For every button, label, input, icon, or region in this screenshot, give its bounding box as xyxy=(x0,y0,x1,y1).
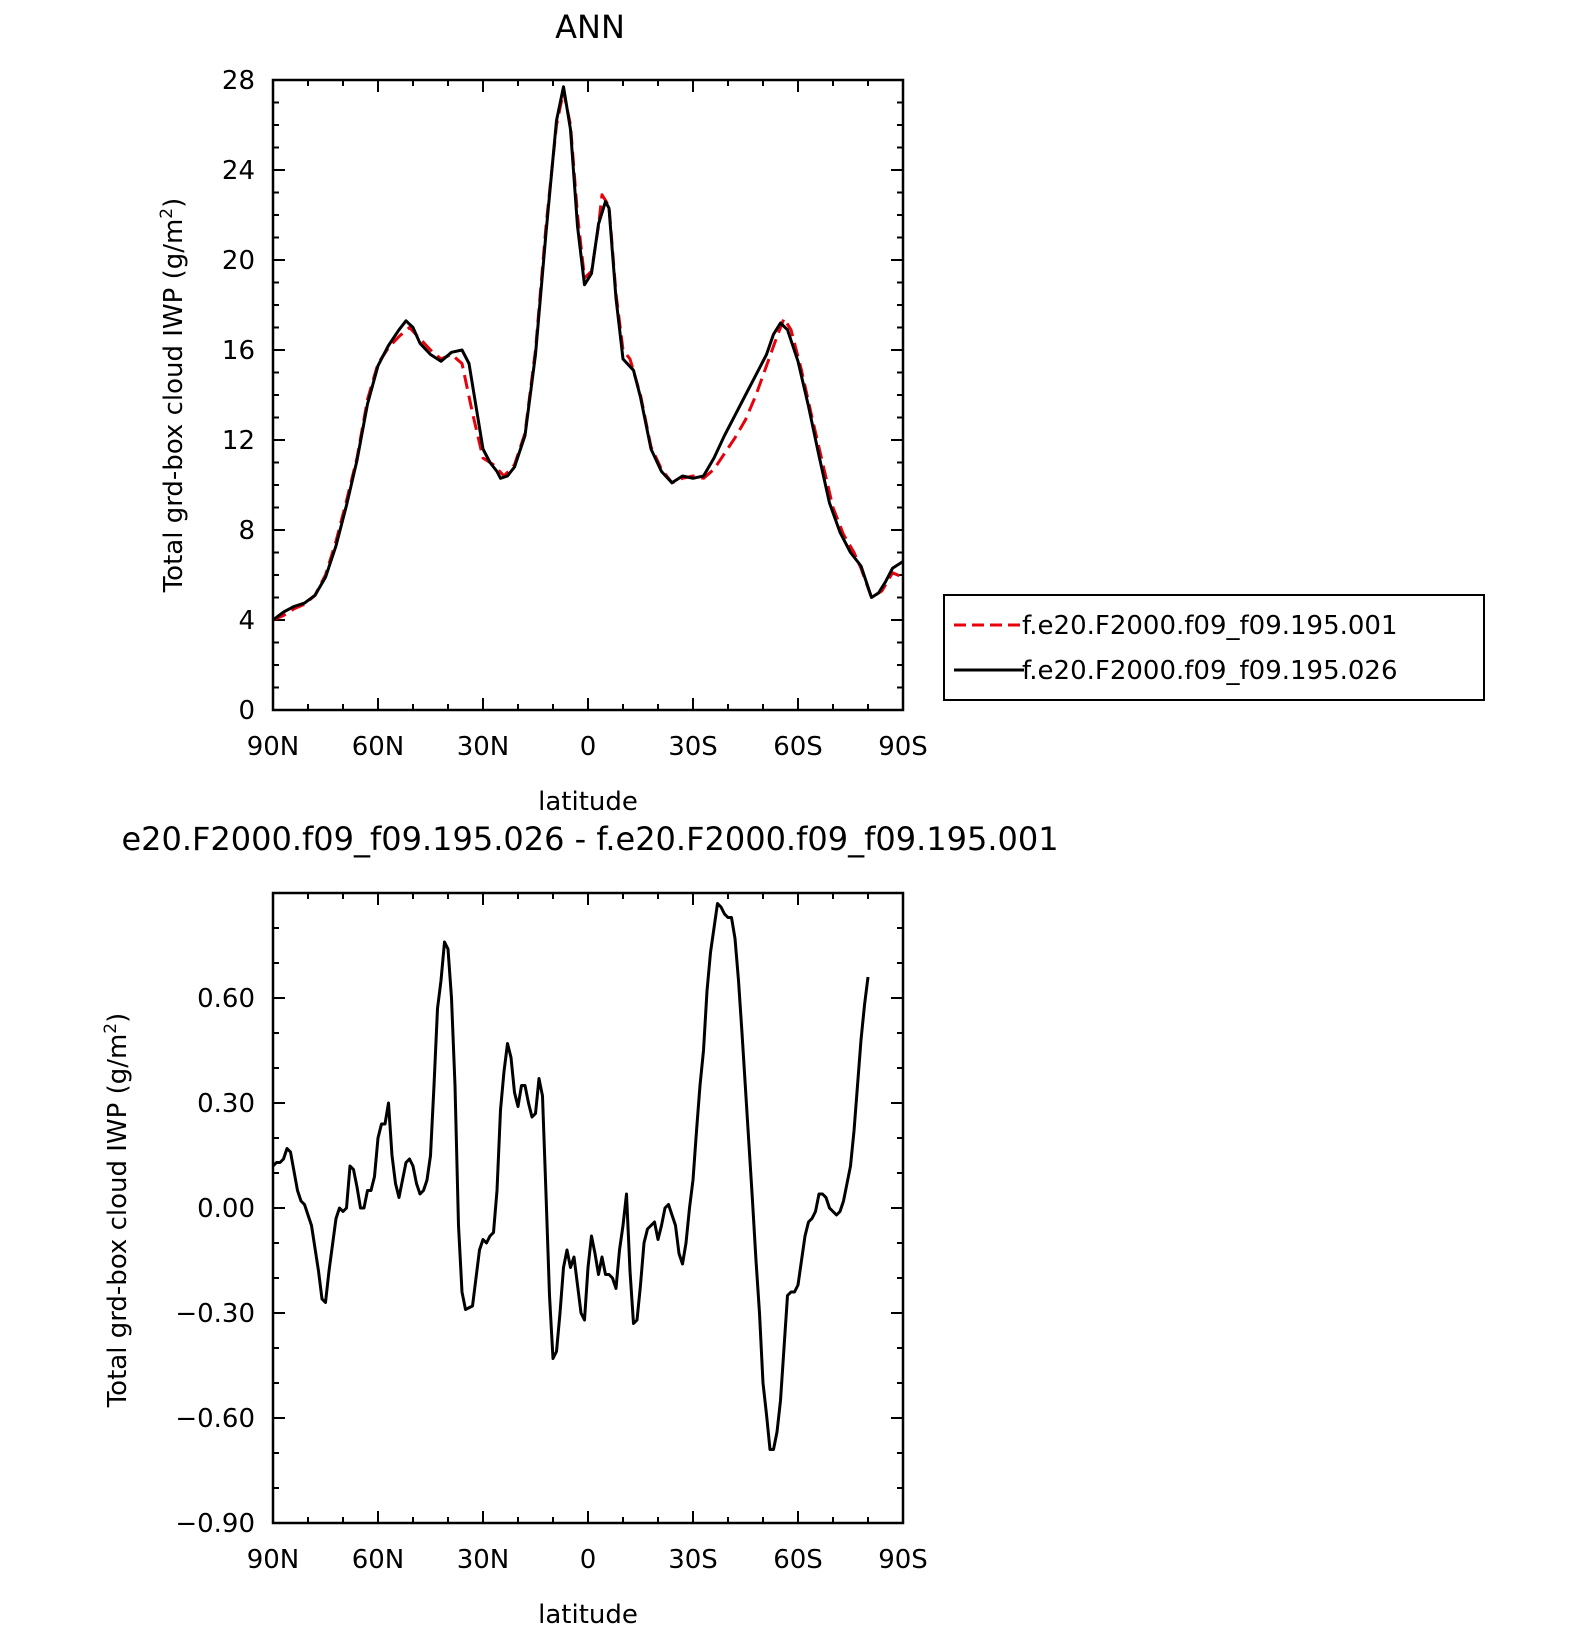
bottom-y-axis-label: Total grd-box cloud IWP (g/m2) xyxy=(101,1013,133,1409)
y-tick-label: 0 xyxy=(238,696,255,726)
y-tick-label: 12 xyxy=(222,426,255,456)
x-tick-label: 60N xyxy=(352,732,405,762)
bottom-panel-title: e20.F2000.f09_f09.195.026 - f.e20.F2000.… xyxy=(121,820,1058,858)
series-line-1 xyxy=(273,89,903,622)
x-tick-label: 90S xyxy=(878,732,928,762)
x-tick-label: 30S xyxy=(668,732,718,762)
top-x-axis-label: latitude xyxy=(538,787,638,817)
top-plot-frame xyxy=(271,78,905,712)
x-tick-label: 30S xyxy=(668,1545,718,1575)
bottom-x-axis-label: latitude xyxy=(538,1600,638,1630)
x-tick-label: 30N xyxy=(457,1545,510,1575)
x-tick-label: 60S xyxy=(773,732,823,762)
x-tick-label: 30N xyxy=(457,732,510,762)
legend: f.e20.F2000.f09_f09.195.001 f.e20.F2000.… xyxy=(943,594,1485,701)
bottom-panel: e20.F2000.f09_f09.195.026 - f.e20.F2000.… xyxy=(101,820,1059,1630)
bottom-ticks xyxy=(272,892,904,1524)
top-series-group xyxy=(273,85,903,622)
legend-entry-series-1: f.e20.F2000.f09_f09.195.001 xyxy=(954,611,1398,641)
top-panel-title: ANN xyxy=(555,8,625,46)
x-tick-label: 90S xyxy=(878,1545,928,1575)
y-tick-label: 4 xyxy=(238,606,255,636)
legend-entry-series-2: f.e20.F2000.f09_f09.195.026 xyxy=(954,656,1398,686)
y-tick-label: 20 xyxy=(222,246,255,276)
x-tick-label: 90N xyxy=(247,1545,300,1575)
y-tick-label: −0.30 xyxy=(175,1299,255,1329)
y-tick-label: 24 xyxy=(222,156,255,186)
x-tick-label: 60S xyxy=(773,1545,823,1575)
series-line-1 xyxy=(273,902,870,1451)
y-tick-label: 8 xyxy=(238,516,255,546)
y-tick-label: −0.90 xyxy=(175,1509,255,1539)
top-panel: ANN 90N 60N 30N 0 30S 60S 90S 0 4 8 12 16 20 24 28 lat… xyxy=(157,8,1485,817)
x-tick-label: 0 xyxy=(580,732,597,762)
legend-box xyxy=(943,594,1485,701)
y-tick-label: 0.60 xyxy=(197,984,255,1014)
x-tick-label: 0 xyxy=(580,1545,597,1575)
x-tick-label: 90N xyxy=(247,732,300,762)
y-tick-label: 0.30 xyxy=(197,1089,255,1119)
y-tick-label: −0.60 xyxy=(175,1404,255,1434)
bottom-plot-frame xyxy=(271,891,905,1525)
top-y-axis-label: Total grd-box cloud IWP (g/m2) xyxy=(157,198,189,594)
bottom-series-group xyxy=(273,902,870,1451)
y-tick-label: 0.00 xyxy=(197,1194,255,1224)
legend-label-series-1: f.e20.F2000.f09_f09.195.001 xyxy=(1022,611,1398,641)
y-tick-label: 16 xyxy=(222,336,255,366)
bottom-tick-labels: 90N 60N 30N 0 30S 60S 90S −0.90 −0.60 −0.30 0.00 0.… xyxy=(175,984,927,1575)
x-tick-label: 60N xyxy=(352,1545,405,1575)
top-tick-labels: 90N 60N 30N 0 30S 60S 90S 0 4 8 12 16 20 24 28 xyxy=(222,66,928,762)
y-tick-label: 28 xyxy=(222,66,255,96)
series-line-2 xyxy=(273,85,903,622)
legend-label-series-2: f.e20.F2000.f09_f09.195.026 xyxy=(1022,656,1398,686)
